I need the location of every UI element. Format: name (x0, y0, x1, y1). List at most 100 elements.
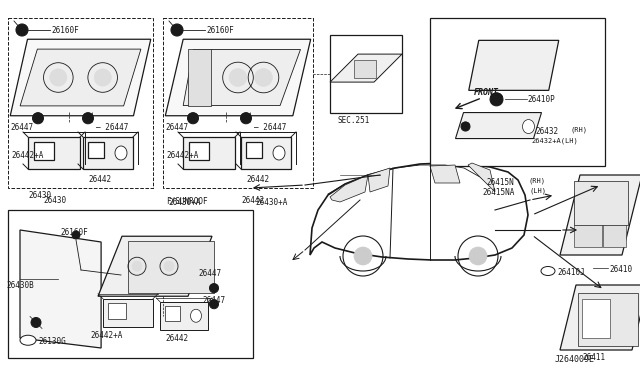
Text: 26410P: 26410P (527, 95, 556, 105)
Text: 26442: 26442 (246, 175, 269, 184)
Bar (8, 18, 153, 188)
Wedge shape (490, 92, 503, 99)
Ellipse shape (20, 335, 36, 345)
Text: 26447: 26447 (10, 123, 33, 132)
Polygon shape (330, 54, 402, 82)
Ellipse shape (191, 309, 202, 322)
Polygon shape (330, 175, 368, 202)
Text: 26415N: 26415N (486, 178, 514, 187)
Circle shape (33, 113, 44, 124)
Text: FRONT: FRONT (474, 88, 499, 97)
Text: 26447: 26447 (202, 296, 225, 305)
Wedge shape (461, 122, 470, 126)
Bar (188, 49, 211, 106)
Text: 26430+A: 26430+A (255, 198, 287, 207)
Bar (183, 137, 235, 169)
Circle shape (461, 122, 470, 131)
Circle shape (164, 261, 174, 271)
Circle shape (31, 317, 41, 327)
Polygon shape (183, 49, 300, 106)
Text: 26447: 26447 (198, 269, 221, 278)
Bar (160, 302, 208, 330)
Text: 26432+A(LH): 26432+A(LH) (531, 138, 579, 144)
Wedge shape (209, 299, 219, 304)
Bar (108, 303, 126, 319)
Bar (163, 18, 313, 188)
Circle shape (229, 68, 247, 86)
Text: 26430: 26430 (43, 196, 66, 205)
Bar (330, 35, 402, 113)
Text: 26411: 26411 (582, 353, 605, 362)
Polygon shape (430, 165, 460, 183)
Bar (492, 116, 518, 135)
Text: 26410: 26410 (609, 265, 632, 274)
Circle shape (171, 24, 183, 36)
Bar (574, 225, 602, 247)
Text: SEC.251: SEC.251 (338, 116, 371, 125)
Circle shape (188, 113, 198, 124)
Bar (34, 142, 54, 160)
Ellipse shape (273, 146, 285, 160)
Circle shape (209, 300, 218, 309)
Polygon shape (560, 175, 640, 255)
Circle shape (469, 247, 487, 265)
Text: (LH): (LH) (530, 188, 547, 195)
Wedge shape (209, 283, 219, 288)
Wedge shape (33, 112, 44, 118)
Bar (28, 137, 80, 169)
Text: 26432: 26432 (535, 126, 558, 135)
Bar (83, 137, 133, 169)
Text: J264009E: J264009E (555, 355, 595, 364)
Text: F/SUNROOF: F/SUNROOF (166, 196, 207, 205)
Wedge shape (83, 112, 93, 118)
Polygon shape (10, 39, 151, 116)
Polygon shape (456, 113, 541, 138)
Polygon shape (20, 49, 141, 106)
Circle shape (50, 69, 67, 86)
Circle shape (490, 93, 503, 106)
Text: — 26447: — 26447 (96, 123, 129, 132)
Ellipse shape (522, 119, 534, 134)
Polygon shape (165, 39, 310, 116)
Circle shape (241, 113, 252, 124)
Polygon shape (20, 230, 101, 348)
Bar (8, 210, 253, 358)
Polygon shape (98, 236, 212, 296)
Text: 26442: 26442 (165, 334, 188, 343)
Polygon shape (368, 168, 390, 192)
Circle shape (209, 284, 218, 293)
Text: (RH): (RH) (570, 126, 587, 133)
Circle shape (83, 113, 93, 124)
Text: 26442+A: 26442+A (11, 151, 44, 160)
Text: 26410J: 26410J (557, 268, 585, 277)
Bar (241, 137, 291, 169)
Bar (189, 142, 209, 160)
Text: 26430+A: 26430+A (168, 198, 200, 207)
Text: 26447: 26447 (165, 123, 188, 132)
Bar (574, 181, 628, 225)
Text: 26442+A: 26442+A (166, 151, 198, 160)
Ellipse shape (115, 146, 127, 160)
Ellipse shape (541, 266, 555, 276)
Text: 26160F: 26160F (51, 26, 79, 35)
Circle shape (255, 68, 273, 86)
Text: 26430: 26430 (28, 191, 51, 200)
Bar (165, 306, 180, 321)
Circle shape (354, 247, 372, 265)
Circle shape (132, 261, 142, 271)
Text: 26442: 26442 (88, 175, 111, 184)
Text: 26442+A: 26442+A (90, 331, 122, 340)
Bar (477, 46, 548, 86)
Wedge shape (188, 112, 198, 118)
Bar (103, 299, 153, 327)
Text: 26160F: 26160F (206, 26, 234, 35)
Text: 26130G: 26130G (38, 337, 66, 346)
Polygon shape (468, 40, 559, 90)
Polygon shape (310, 163, 528, 260)
Circle shape (16, 24, 28, 36)
Bar (88, 142, 104, 158)
Polygon shape (468, 163, 495, 192)
Bar (430, 18, 605, 166)
Text: (RH): (RH) (528, 178, 545, 185)
Text: 26160F: 26160F (60, 228, 88, 237)
